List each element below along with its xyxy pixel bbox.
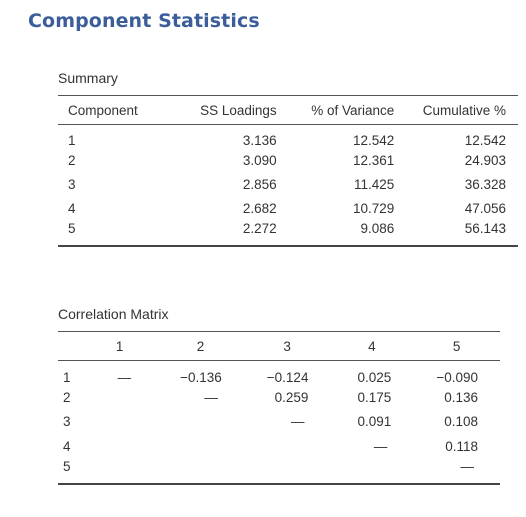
correlation-cell: — [204, 389, 218, 405]
correlation-row-label: 5 [58, 458, 83, 485]
summary-cell: 3.090 [242, 153, 277, 168]
summary-cell: 1 [68, 133, 76, 149]
correlation-cell [82, 410, 157, 435]
correlation-row-label: 3 [63, 414, 71, 430]
correlation-cell: −0.136 [180, 369, 222, 385]
summary-cell: 4 [68, 201, 76, 216]
correlation-cell [157, 410, 244, 435]
summary-cell: 2 [68, 153, 76, 168]
table-row: 4 2.682 10.729 47.056 [58, 197, 518, 221]
correlation-cell [82, 434, 157, 459]
correlation-row-label: 1 [63, 369, 71, 385]
summary-cell: 11.425 [353, 177, 395, 192]
summary-cell: 5 [58, 220, 182, 247]
page-title: Component Statistics [28, 10, 260, 32]
correlation-cell [157, 434, 244, 459]
correlation-cell: — [290, 414, 305, 430]
correlation-header-row: 1 2 3 4 5 [58, 331, 500, 361]
correlation-cell: 0.108 [444, 414, 478, 430]
summary-cell: 47.056 [464, 201, 506, 216]
summary-cell: 56.143 [396, 220, 518, 247]
correlation-header-col: 5 [413, 331, 500, 361]
table-row: 5 — [58, 458, 500, 485]
correlation-row-label: 4 [63, 438, 71, 454]
correlation-cell [157, 458, 244, 485]
summary-cell: 24.903 [464, 153, 506, 168]
correlation-header-corner [58, 331, 83, 361]
correlation-cell: — [373, 438, 388, 454]
summary-cell: 9.086 [276, 220, 397, 247]
summary-cell: 12.542 [352, 133, 395, 149]
table-row: 3 2.856 11.425 36.328 [58, 173, 518, 197]
summary-header-ss-loadings: SS Loadings [181, 95, 277, 125]
correlation-cell: 0.175 [357, 389, 392, 405]
summary-header-row: Component SS Loadings % of Variance Cumu… [58, 95, 518, 125]
correlation-cell [243, 458, 331, 485]
table-row: 2 3.090 12.361 24.903 [58, 149, 518, 173]
summary-header-cumulative: Cumulative % [396, 95, 518, 125]
summary-cell: 2.272 [181, 220, 277, 247]
correlation-cell [330, 458, 414, 485]
summary-header-component: Component [58, 95, 182, 125]
correlation-cell: — [413, 458, 500, 485]
correlation-row-label: 2 [63, 389, 71, 405]
correlation-cell: — [117, 369, 132, 385]
correlation-caption: Correlation Matrix [58, 306, 169, 322]
table-row: 1 3.136 12.542 12.542 [58, 125, 518, 149]
correlation-cell: 0.136 [444, 389, 478, 405]
summary-header-variance: % of Variance [276, 95, 397, 125]
correlation-cell: 0.259 [274, 389, 309, 405]
correlation-cell: −0.090 [436, 369, 478, 385]
table-row: 4 — 0.118 [58, 434, 500, 459]
correlation-cell: 0.091 [357, 414, 392, 430]
correlation-cell: −0.124 [266, 369, 309, 385]
correlation-header-col: 2 [157, 331, 244, 361]
table-row: 3 — 0.091 0.108 [58, 410, 500, 435]
correlation-cell [82, 385, 157, 410]
correlation-cell [244, 434, 331, 459]
correlation-header-col: 4 [330, 331, 414, 361]
correlation-table: 1 2 3 4 5 1 — −0.136 −0.124 0.025 −0.090… [58, 331, 500, 485]
summary-cell: 2.856 [242, 177, 277, 192]
summary-cell: 10.729 [352, 201, 395, 216]
correlation-cell: 0.025 [357, 369, 392, 385]
table-row: 1 — −0.136 −0.124 0.025 −0.090 [58, 361, 500, 386]
summary-table: Component SS Loadings % of Variance Cumu… [58, 95, 518, 247]
summary-caption: Summary [58, 70, 118, 86]
summary-cell: 2.682 [242, 201, 277, 216]
correlation-cell: 0.118 [445, 438, 478, 454]
summary-cell: 3 [68, 177, 76, 192]
table-row: 2 — 0.259 0.175 0.136 [58, 385, 500, 410]
correlation-header-col: 1 [82, 331, 158, 361]
summary-cell: 12.542 [464, 133, 506, 149]
correlation-cell [82, 458, 158, 485]
summary-cell: 3.136 [242, 133, 277, 149]
summary-cell: 36.328 [464, 177, 506, 192]
summary-cell: 12.361 [352, 153, 395, 168]
correlation-header-col: 3 [243, 331, 331, 361]
table-row: 5 2.272 9.086 56.143 [58, 220, 518, 247]
